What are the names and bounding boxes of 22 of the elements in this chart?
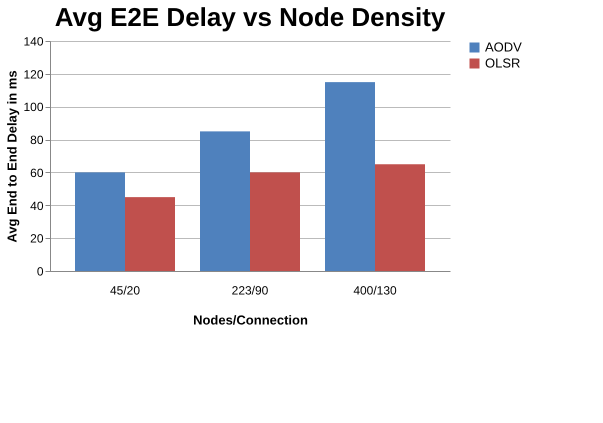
bar (375, 164, 425, 271)
y-tick-label: 40 (30, 198, 44, 213)
bar (250, 172, 300, 271)
y-tick-label: 20 (30, 232, 44, 246)
bar (75, 172, 125, 271)
x-tick-label: 45/20 (110, 284, 140, 298)
y-tick-label: 140 (23, 34, 44, 48)
bar (200, 131, 250, 271)
y-tick-label: 0 (36, 264, 44, 278)
x-axis-title: Nodes/Connection (193, 312, 308, 328)
y-tick-label: 100 (23, 100, 44, 114)
legend-label: OLSR (485, 56, 520, 70)
y-tick-label: 120 (23, 67, 44, 82)
x-tick-label: 400/130 (353, 284, 398, 298)
y-tick-label: 60 (30, 166, 44, 180)
bar (325, 82, 375, 271)
y-tick-label: 80 (30, 133, 44, 148)
x-tick-label: 223/90 (232, 284, 269, 298)
legend-label: AODV (485, 40, 522, 54)
chart-title: Avg E2E Delay vs Node Density (54, 2, 446, 32)
bar (125, 197, 175, 271)
y-axis-title: Avg End to End Delay in ms (4, 70, 20, 243)
